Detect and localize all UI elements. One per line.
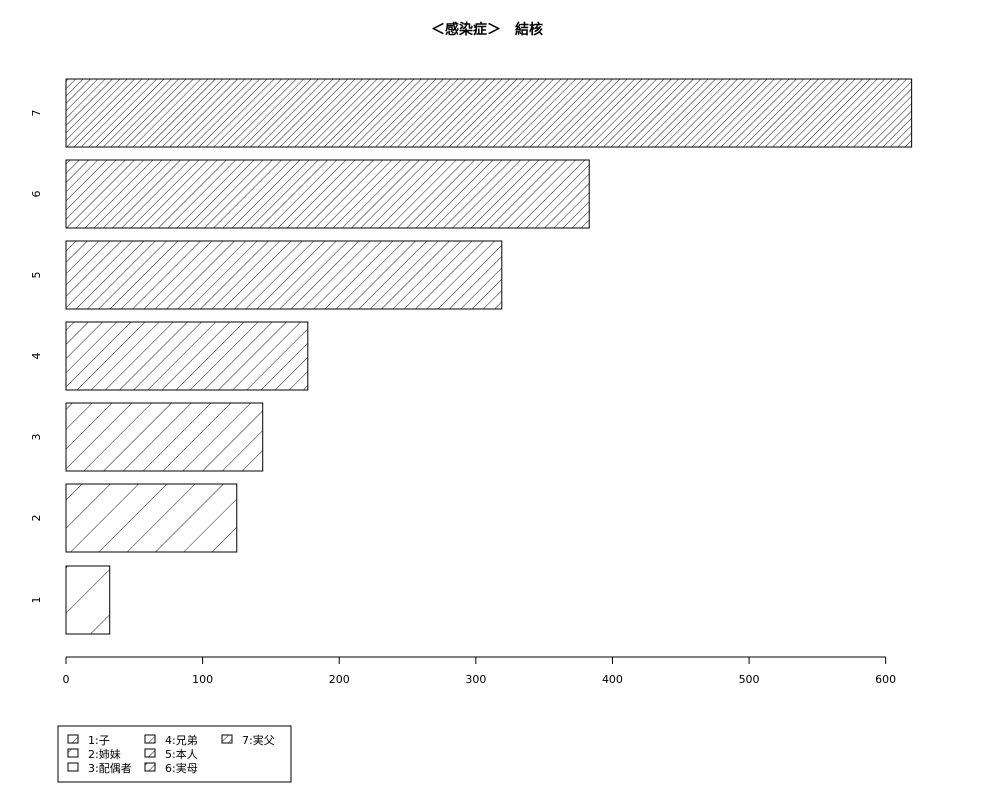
legend-label-3: 3:配偶者	[88, 762, 132, 775]
bar-3	[65, 402, 264, 472]
legend-swatch-6	[144, 762, 156, 772]
bar-4	[65, 321, 309, 391]
legend-swatch-4	[144, 734, 156, 744]
legend-label-5: 5:本人	[165, 747, 198, 761]
bar-6	[65, 159, 590, 229]
y-tick-label-7: 7	[30, 110, 43, 117]
x-tick-label-600: 600	[875, 673, 896, 686]
y-tick-label-5: 5	[30, 272, 43, 279]
legend-box	[57, 725, 292, 783]
bar-7	[65, 78, 913, 148]
x-tick-label-200: 200	[329, 673, 350, 686]
y-tick-label-4: 4	[30, 353, 43, 360]
bar-5	[65, 240, 503, 310]
bar-2	[65, 483, 238, 553]
y-tick-label-2: 2	[30, 515, 43, 522]
x-tick-label-400: 400	[602, 673, 623, 686]
legend-label-4: 4:兄弟	[165, 734, 198, 747]
legend-label-7: 7:実父	[242, 733, 275, 747]
legend-swatch-7	[221, 734, 233, 744]
y-tick-labels: 1 2 3 4 5 6 7	[30, 110, 43, 604]
chart-title: ＜感染症＞ 結核	[431, 21, 543, 38]
legend-swatch-2	[67, 748, 79, 758]
bars-group	[65, 78, 913, 635]
x-tick-label-100: 100	[192, 673, 213, 686]
x-tick-label-0: 0	[63, 673, 70, 686]
y-tick-label-1: 1	[30, 597, 43, 604]
legend: 1:子2:姉妹3:配偶者 4:兄弟5:本人6:実母 7:実父	[57, 725, 292, 783]
x-tick-label-500: 500	[739, 673, 760, 686]
legend-label-1: 1:子	[88, 734, 110, 747]
bar-1	[65, 565, 111, 635]
x-axis: 0 100 200 300 400 500 600	[63, 656, 896, 686]
legend-swatch-1	[67, 734, 79, 744]
legend-label-6: 6:実母	[165, 761, 198, 775]
y-tick-label-6: 6	[30, 191, 43, 198]
legend-swatch-3	[67, 762, 79, 772]
y-tick-label-3: 3	[30, 434, 43, 441]
legend-label-2: 2:姉妹	[88, 747, 121, 761]
legend-swatch-5	[144, 748, 156, 758]
x-tick-label-300: 300	[465, 673, 486, 686]
